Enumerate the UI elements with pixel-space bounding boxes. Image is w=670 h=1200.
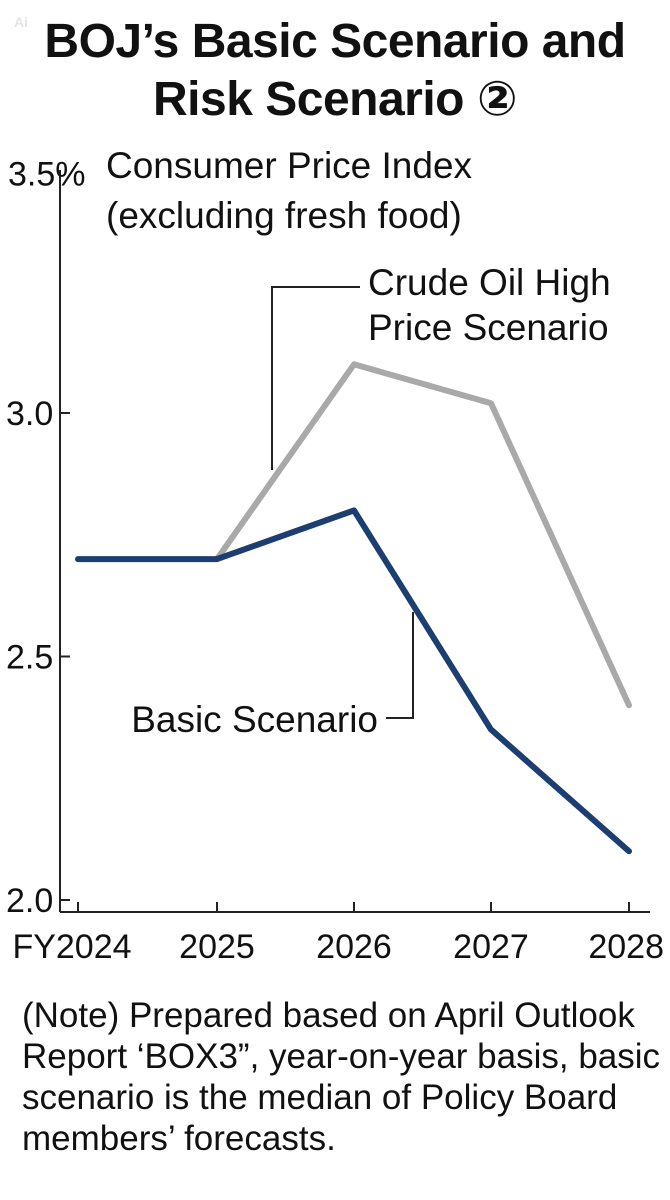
x-tick-label: FY2024 bbox=[12, 928, 131, 966]
x-tick-label: 2028 bbox=[588, 928, 664, 966]
x-tick-label: 2027 bbox=[453, 928, 529, 966]
watermark: Ai bbox=[14, 14, 28, 30]
x-tick-label: 2026 bbox=[316, 928, 392, 966]
risk-series-label-line-1: Crude Oil High bbox=[368, 262, 611, 303]
x-tick-label: 2025 bbox=[179, 928, 255, 966]
y-tick-label: 2.0 bbox=[6, 882, 53, 920]
chart-subtitle-line-2: (excluding fresh food) bbox=[106, 195, 462, 236]
basic-series-label: Basic Scenario bbox=[131, 699, 378, 740]
chart-title-line-1: BOJ’s Basic Scenario and bbox=[44, 15, 626, 68]
y-tick-label: 3.5% bbox=[8, 156, 86, 194]
chart-note: (Note) Prepared based on April Outlook R… bbox=[22, 996, 661, 1158]
risk-label-leader bbox=[271, 286, 360, 470]
line-chart: 3.5% 3.0 2.5 2.0 FY2024 2025 2026 2027 2028 Consu… bbox=[6, 145, 664, 966]
basic-scenario-line bbox=[75, 507, 632, 855]
risk-series-label-line-2: Price Scenario bbox=[368, 307, 609, 348]
crude-oil-high-price-line bbox=[214, 361, 632, 709]
y-tick-label: 3.0 bbox=[6, 395, 53, 433]
chart-title-line-2: Risk Scenario ② bbox=[153, 73, 517, 126]
y-tick-label: 2.5 bbox=[6, 639, 53, 677]
basic-label-leader bbox=[386, 612, 414, 719]
chart-subtitle-line-1: Consumer Price Index bbox=[106, 145, 473, 186]
